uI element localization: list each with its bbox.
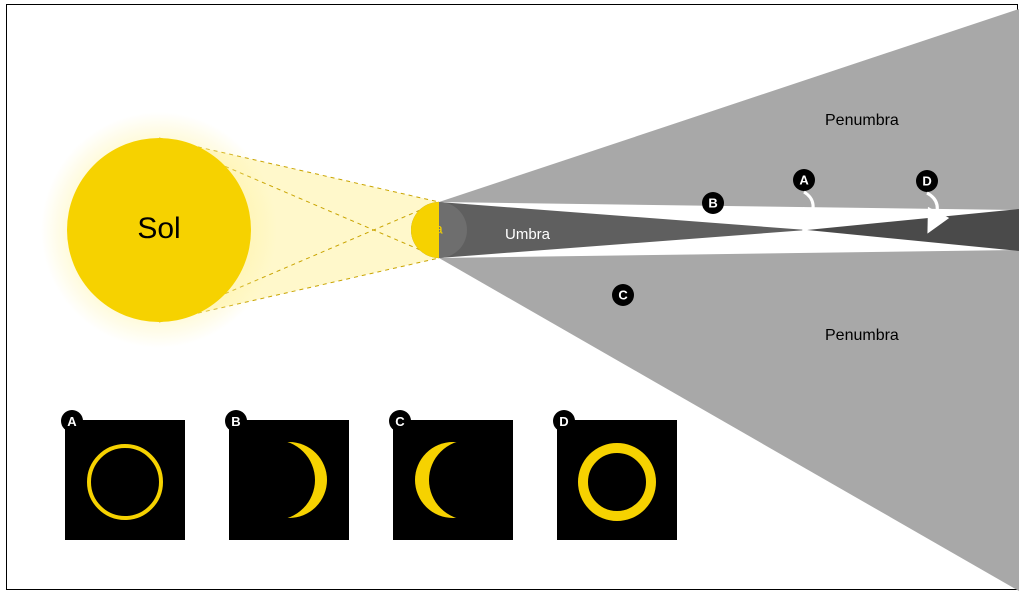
marker-c: C	[612, 284, 634, 306]
thumbnail-badge: C	[389, 410, 411, 432]
thumbnail-badge: D	[553, 410, 575, 432]
penumbra-label-top: Penumbra	[825, 112, 899, 129]
thumbnail-badge: B	[225, 410, 247, 432]
svg-text:C: C	[618, 288, 628, 303]
marker-a: A	[793, 169, 815, 191]
marker-b: B	[702, 192, 724, 214]
thumbnail-box	[65, 420, 185, 540]
thumbnail-a: A	[65, 420, 185, 540]
svg-text:A: A	[799, 173, 809, 188]
umbra-label: Umbra	[505, 226, 551, 243]
moon-label: Lua	[419, 221, 443, 237]
umbra-region	[439, 202, 807, 258]
svg-text:D: D	[922, 174, 931, 189]
eclipse-phase-thumbnails: ABCD	[65, 420, 677, 540]
thumbnail-badge: A	[61, 410, 83, 432]
sun-label: Sol	[137, 212, 180, 245]
marker-d: D	[916, 170, 938, 192]
thumbnail-box	[393, 420, 513, 540]
thumbnail-box	[557, 420, 677, 540]
diagram-frame: Sol Lua Umbra Penumbra Penumbra B C	[6, 4, 1018, 590]
thumbnail-box	[229, 420, 349, 540]
thumbnail-d: D	[557, 420, 677, 540]
thumbnail-b: B	[229, 420, 349, 540]
penumbra-label-bottom: Penumbra	[825, 327, 899, 344]
svg-text:B: B	[708, 196, 717, 211]
thumbnail-c: C	[393, 420, 513, 540]
antumbra-region	[807, 209, 1019, 251]
